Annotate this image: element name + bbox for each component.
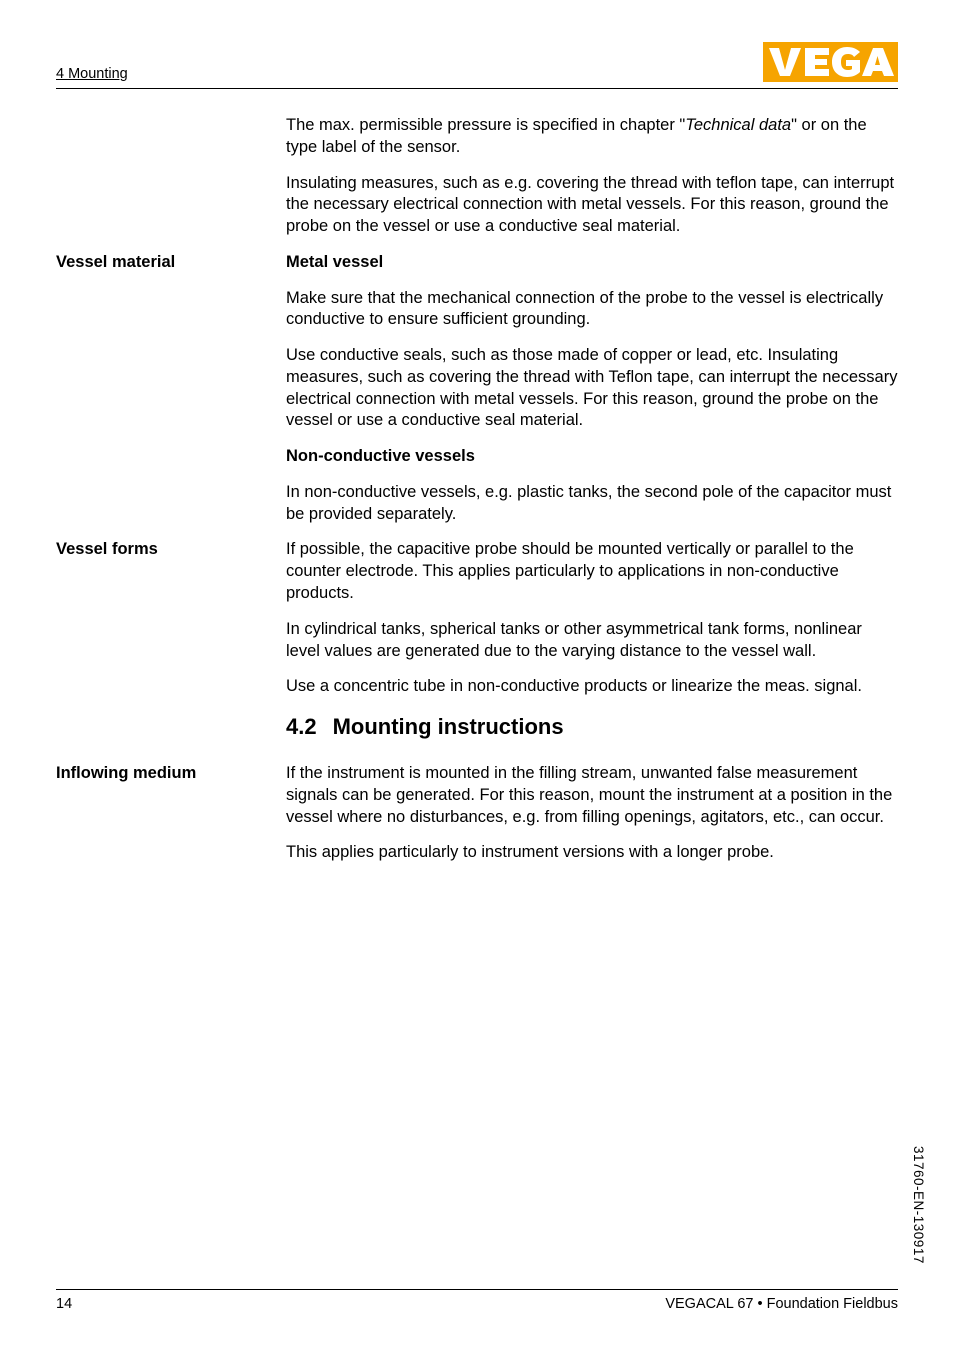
paragraph: If possible, the capacitive probe should…: [286, 539, 898, 604]
page-footer: 14 VEGACAL 67 • Foundation Fieldbus: [56, 1289, 898, 1312]
logo-letter-e: [805, 48, 829, 76]
text-run-bold: Metal vessel: [286, 253, 383, 271]
text-run: Insulating measures, such as e.g. coveri…: [286, 174, 894, 236]
paragraph: Insulating measures, such as e.g. coveri…: [286, 173, 898, 238]
paragraph: The max. permissible pressure is specifi…: [286, 115, 898, 159]
section-number: 4.2: [286, 712, 317, 741]
block-text: If the instrument is mounted in the fill…: [286, 763, 898, 864]
text-run: Make sure that the mechanical connection…: [286, 289, 883, 329]
subheading: Metal vessel: [286, 252, 898, 274]
header-divider: [56, 88, 898, 89]
text-run: Use a concentric tube in non-conductive …: [286, 677, 862, 695]
paragraph: In cylindrical tanks, spherical tanks or…: [286, 619, 898, 663]
empty-label: [56, 712, 286, 713]
page-number: 14: [56, 1296, 72, 1312]
text-run: The max. permissible pressure is specifi…: [286, 116, 685, 134]
block-text: Metal vessel Make sure that the mechanic…: [286, 252, 898, 526]
text-run: Use conductive seals, such as those made…: [286, 346, 897, 429]
block-text: If possible, the capacitive probe should…: [286, 539, 898, 698]
paragraph: Use conductive seals, such as those made…: [286, 345, 898, 432]
block-label-inflowing-medium: Inflowing medium: [56, 763, 286, 783]
section-heading: 4.2 Mounting instructions: [286, 712, 898, 741]
paragraph: In non-conductive vessels, e.g. plastic …: [286, 482, 898, 526]
footer-product: VEGACAL 67 • Foundation Fieldbus: [665, 1296, 898, 1312]
block-label: [56, 115, 286, 116]
block-label-vessel-forms: Vessel forms: [56, 539, 286, 559]
text-run-italic: Technical data: [685, 116, 791, 134]
text-run-bold: Non-conductive vessels: [286, 447, 475, 465]
paragraph: Make sure that the mechanical connection…: [286, 288, 898, 332]
text-run: In cylindrical tanks, spherical tanks or…: [286, 620, 862, 660]
paragraph: Use a concentric tube in non-conductive …: [286, 676, 898, 698]
text-run: If possible, the capacitive probe should…: [286, 540, 854, 602]
subheading: Non-conductive vessels: [286, 446, 898, 468]
paragraph: If the instrument is mounted in the fill…: [286, 763, 898, 828]
side-document-code: 31760-EN-130917: [911, 1146, 926, 1264]
paragraph: This applies particularly to instrument …: [286, 842, 898, 864]
block-label-vessel-material: Vessel material: [56, 252, 286, 272]
vega-logo: [763, 42, 898, 82]
section-title: Mounting instructions: [333, 712, 564, 741]
main-content: The max. permissible pressure is specifi…: [56, 115, 898, 878]
text-run: This applies particularly to instrument …: [286, 843, 774, 861]
logo-letter-g: [832, 47, 860, 77]
text-run: In non-conductive vessels, e.g. plastic …: [286, 483, 891, 523]
text-run: If the instrument is mounted in the fill…: [286, 764, 892, 826]
block-text: The max. permissible pressure is specifi…: [286, 115, 898, 238]
header-section-label: 4 Mounting: [56, 66, 128, 82]
